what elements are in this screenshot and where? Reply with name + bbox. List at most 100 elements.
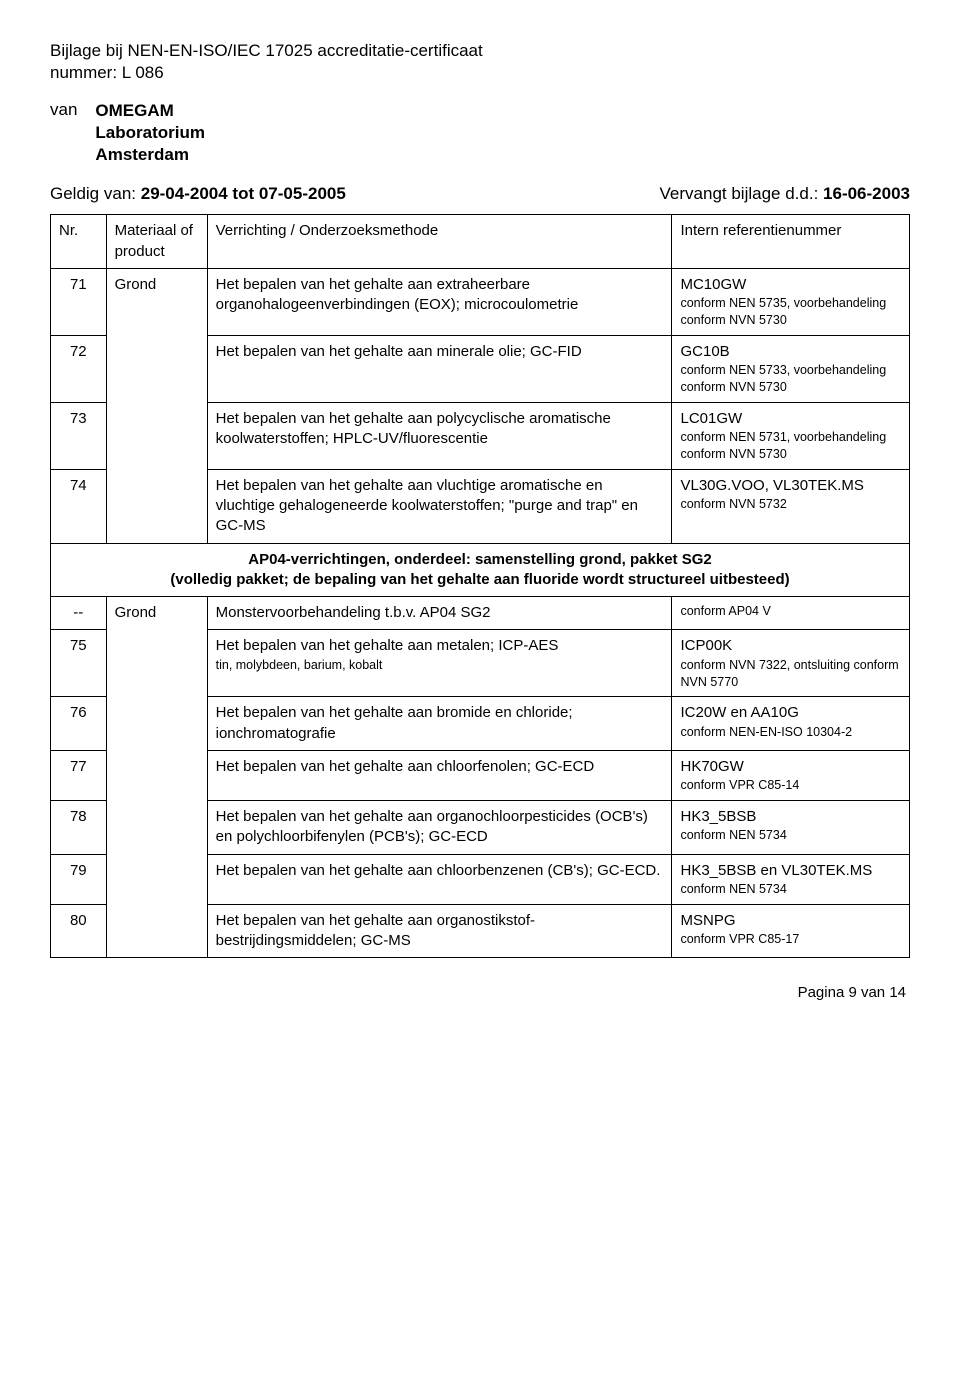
cell-material xyxy=(106,469,207,543)
ref-code: HK3_5BSB en VL30TEK.MS xyxy=(680,861,901,881)
ref-note: conform VPR C85-14 xyxy=(680,777,901,794)
organisation-block: van OMEGAM Laboratorium Amsterdam xyxy=(50,100,910,166)
ref-note: conform NVN 7322, ontsluiting conform NV… xyxy=(680,657,901,691)
organisation-name: OMEGAM Laboratorium Amsterdam xyxy=(95,100,205,166)
cell-ref: HK3_5BSB en VL30TEK.MS conform NEN 5734 xyxy=(672,854,910,904)
cell-ref: ICP00K conform NVN 7322, ontsluiting con… xyxy=(672,630,910,697)
table-row: 74 Het bepalen van het gehalte aan vluch… xyxy=(51,469,910,543)
title-line-2: nummer: L 086 xyxy=(50,62,910,84)
cell-nr: -- xyxy=(51,597,107,630)
cell-desc: Het bepalen van het gehalte aan extrahee… xyxy=(207,268,672,335)
cell-material xyxy=(106,904,207,958)
ref-code: GC10B xyxy=(680,342,901,362)
section-line2: (volledig pakket; de bepaling van het ge… xyxy=(59,570,901,590)
table-row: 73 Het bepalen van het gehalte aan polyc… xyxy=(51,402,910,469)
ref-note: conform NEN 5735, voorbehandeling confor… xyxy=(680,295,901,329)
cell-material xyxy=(106,630,207,697)
org-line3: Amsterdam xyxy=(95,144,205,166)
table-row: 78 Het bepalen van het gehalte aan organ… xyxy=(51,801,910,855)
cell-ref: MSNPG conform VPR C85-17 xyxy=(672,904,910,958)
cell-ref: LC01GW conform NEN 5731, voorbehandeling… xyxy=(672,402,910,469)
cell-nr: 77 xyxy=(51,750,107,800)
cell-material: Grond xyxy=(106,268,207,335)
cell-material xyxy=(106,402,207,469)
cell-desc: Het bepalen van het gehalte aan minerale… xyxy=(207,335,672,402)
ref-code: LC01GW xyxy=(680,409,901,429)
cell-ref: GC10B conform NEN 5733, voorbehandeling … xyxy=(672,335,910,402)
ref-note: conform NVN 5732 xyxy=(680,496,901,513)
cell-nr: 74 xyxy=(51,469,107,543)
cell-desc: Monstervoorbehandeling t.b.v. AP04 SG2 xyxy=(207,597,672,630)
cell-desc: Het bepalen van het gehalte aan polycycl… xyxy=(207,402,672,469)
cell-ref: conform AP04 V xyxy=(672,597,910,630)
ref-note: conform NEN 5734 xyxy=(680,827,901,844)
org-line2: Laboratorium xyxy=(95,122,205,144)
col-intern: Intern referentienummer xyxy=(672,215,910,269)
table-header-row: Nr. Materiaal of product Verrichting / O… xyxy=(51,215,910,269)
cell-desc-main: Het bepalen van het gehalte aan metalen;… xyxy=(216,636,664,656)
cell-desc: Het bepalen van het gehalte aan organoch… xyxy=(207,801,672,855)
cell-desc-sub: tin, molybdeen, barium, kobalt xyxy=(216,657,664,674)
cell-desc: Het bepalen van het gehalte aan organost… xyxy=(207,904,672,958)
validity-row: Geldig van: 29-04-2004 tot 07-05-2005 Ve… xyxy=(50,184,910,204)
cell-nr: 73 xyxy=(51,402,107,469)
cell-desc: Het bepalen van het gehalte aan vluchtig… xyxy=(207,469,672,543)
org-name: OMEGAM xyxy=(95,100,205,122)
table-row: 79 Het bepalen van het gehalte aan chloo… xyxy=(51,854,910,904)
validity-right-label: Vervangt bijlage d.d.: xyxy=(660,184,824,203)
section-cell: AP04-verrichtingen, onderdeel: samenstel… xyxy=(51,543,910,597)
cell-material: Grond xyxy=(106,597,207,630)
cell-nr: 78 xyxy=(51,801,107,855)
ref-code: IC20W en AA10G xyxy=(680,703,901,723)
cell-material xyxy=(106,854,207,904)
ref-note: conform NEN 5733, voorbehandeling confor… xyxy=(680,362,901,396)
cell-material xyxy=(106,750,207,800)
ref-code: MSNPG xyxy=(680,911,901,931)
cell-nr: 76 xyxy=(51,697,107,751)
ref-note: conform NEN 5734 xyxy=(680,881,901,898)
ref-note: conform NEN-EN-ISO 10304-2 xyxy=(680,724,901,741)
cell-ref: HK70GW conform VPR C85-14 xyxy=(672,750,910,800)
cell-desc: Het bepalen van het gehalte aan metalen;… xyxy=(207,630,672,697)
page: Bijlage bij NEN-EN-ISO/IEC 17025 accredi… xyxy=(0,0,960,1031)
section-row: AP04-verrichtingen, onderdeel: samenstel… xyxy=(51,543,910,597)
title-line-1: Bijlage bij NEN-EN-ISO/IEC 17025 accredi… xyxy=(50,40,910,62)
cell-ref: VL30G.VOO, VL30TEK.MS conform NVN 5732 xyxy=(672,469,910,543)
cell-nr: 75 xyxy=(51,630,107,697)
table-row: 75 Het bepalen van het gehalte aan metal… xyxy=(51,630,910,697)
table-row: 77 Het bepalen van het gehalte aan chloo… xyxy=(51,750,910,800)
cell-ref: MC10GW conform NEN 5735, voorbehandeling… xyxy=(672,268,910,335)
validity-left: Geldig van: 29-04-2004 tot 07-05-2005 xyxy=(50,184,346,204)
validity-left-value: 29-04-2004 tot 07-05-2005 xyxy=(141,184,346,203)
ref-code: MC10GW xyxy=(680,275,901,295)
table-row: 80 Het bepalen van het gehalte aan organ… xyxy=(51,904,910,958)
cell-ref: HK3_5BSB conform NEN 5734 xyxy=(672,801,910,855)
cell-material xyxy=(106,335,207,402)
col-nr: Nr. xyxy=(51,215,107,269)
cell-nr: 72 xyxy=(51,335,107,402)
accreditation-table: Nr. Materiaal of product Verrichting / O… xyxy=(50,214,910,958)
cell-desc: Het bepalen van het gehalte aan chloorbe… xyxy=(207,854,672,904)
cell-nr: 71 xyxy=(51,268,107,335)
ref-code: HK70GW xyxy=(680,757,901,777)
table-row: 76 Het bepalen van het gehalte aan bromi… xyxy=(51,697,910,751)
ref-code: ICP00K xyxy=(680,636,901,656)
table-row: 71 Grond Het bepalen van het gehalte aan… xyxy=(51,268,910,335)
van-label: van xyxy=(50,100,77,166)
validity-left-label: Geldig van: xyxy=(50,184,141,203)
cell-nr: 80 xyxy=(51,904,107,958)
ref-note: conform VPR C85-17 xyxy=(680,931,901,948)
col-verrichting: Verrichting / Onderzoeksmethode xyxy=(207,215,672,269)
ref-code: HK3_5BSB xyxy=(680,807,901,827)
cell-material xyxy=(106,697,207,751)
cell-nr: 79 xyxy=(51,854,107,904)
ref-note: conform NEN 5731, voorbehandeling confor… xyxy=(680,429,901,463)
validity-right-value: 16-06-2003 xyxy=(823,184,910,203)
cell-material xyxy=(106,801,207,855)
validity-right: Vervangt bijlage d.d.: 16-06-2003 xyxy=(660,184,910,204)
col-materiaal: Materiaal of product xyxy=(106,215,207,269)
section-line1: AP04-verrichtingen, onderdeel: samenstel… xyxy=(59,550,901,570)
ref-note: conform AP04 V xyxy=(680,603,901,620)
cell-desc: Het bepalen van het gehalte aan chloorfe… xyxy=(207,750,672,800)
cell-desc: Het bepalen van het gehalte aan bromide … xyxy=(207,697,672,751)
